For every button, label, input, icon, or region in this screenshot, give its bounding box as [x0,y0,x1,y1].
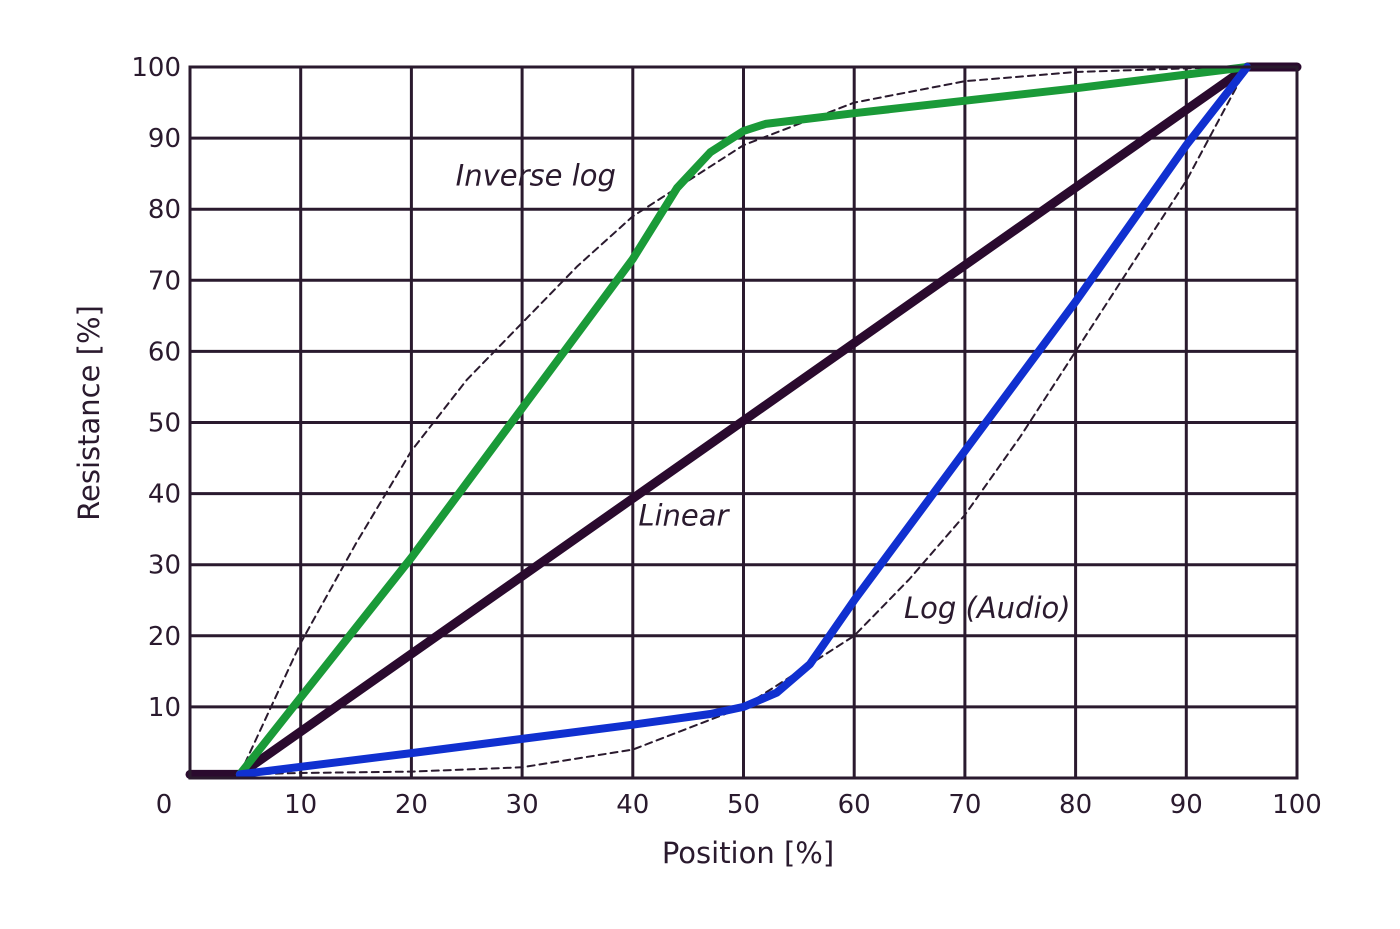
y-tick-label-30: 30 [148,551,181,581]
series-line-ideal-inverse-log [238,66,1249,776]
y-tick-label-80: 80 [148,195,181,225]
x-tick-label-80: 80 [1059,790,1092,820]
annotation-log-audio: Log (Audio) [904,591,1071,625]
x-tick-label-50: 50 [727,790,760,820]
series-line-log-audio [235,63,1252,779]
tick-labels: 10 20 30 40 50 60 70 80 90 100 10 20 30 40 50 60 70 80 90 1… [131,53,1321,820]
series-line-ideal-log-audio [238,66,1249,776]
y-tick-label-60: 60 [148,337,181,367]
x-tick-label-100: 100 [1272,790,1322,820]
y-tick-label-40: 40 [148,480,181,510]
y-tick-label-70: 70 [148,266,181,296]
annotation-inverse-log: Inverse log [456,159,616,193]
y-tick-label-20: 20 [148,622,181,652]
y-tick-label-90: 90 [148,124,181,154]
y-tick-label-50: 50 [148,409,181,439]
annotations: Inverse log Linear Log (Audio) [456,159,1071,625]
x-tick-label-20: 20 [395,790,428,820]
x-tick-label-10: 10 [284,790,317,820]
plot-frame [188,65,1299,780]
annotation-linear: Linear [638,499,730,533]
x-axis-title: Position [%] [662,836,834,870]
y-tick-label-100: 100 [131,53,181,83]
x-tick-label-40: 40 [616,790,649,820]
origin-tick-label: 0 [156,790,173,820]
ideal-curves [238,66,1249,776]
x-tick-label-30: 30 [506,790,539,820]
x-tick-label-60: 60 [838,790,871,820]
x-tick-label-90: 90 [1170,790,1203,820]
plot-border [188,65,1299,780]
y-tick-label-10: 10 [148,693,181,723]
y-axis-title: Resistance [%] [72,305,106,521]
x-tick-label-70: 70 [948,790,981,820]
series-line-inverse-log [235,63,1252,779]
